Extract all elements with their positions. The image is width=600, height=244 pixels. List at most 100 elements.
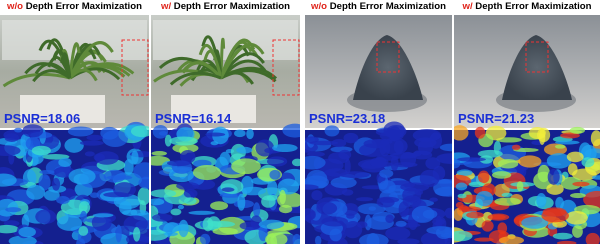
psnr-label: PSNR=23.18 — [309, 111, 385, 126]
map-blob — [539, 129, 545, 145]
map-blob — [449, 231, 473, 242]
map-blob — [5, 207, 21, 212]
map-blob — [385, 214, 394, 223]
map-blob — [267, 180, 277, 197]
map-blob — [210, 201, 228, 210]
map-blob — [255, 140, 274, 157]
map-blob — [412, 206, 435, 223]
map-blob — [311, 190, 322, 200]
map-blob — [445, 208, 455, 219]
map-blob — [456, 183, 467, 191]
map-blob — [253, 202, 260, 217]
map-blob — [170, 208, 181, 215]
map-blob — [555, 140, 580, 144]
map-blob — [456, 202, 464, 208]
map-blob — [138, 187, 151, 205]
map-blob — [150, 189, 176, 197]
map-blob — [211, 141, 219, 145]
map-blob — [56, 196, 70, 204]
map-blob — [426, 226, 455, 234]
map-blob — [368, 206, 376, 210]
map-blob — [279, 190, 286, 204]
map-blob — [169, 136, 198, 145]
map-blob — [357, 221, 368, 228]
map-blob — [236, 147, 252, 154]
map-blob — [272, 144, 298, 152]
map-blob — [116, 225, 122, 243]
header-prefix: w/o — [6, 1, 23, 12]
map-blob — [399, 201, 409, 217]
map-blob — [396, 221, 407, 227]
map-blob — [167, 160, 191, 166]
map-blob — [131, 125, 153, 137]
map-blob — [328, 152, 349, 164]
map-blob — [205, 132, 225, 136]
map-blob — [246, 129, 254, 139]
map-blob — [107, 175, 133, 180]
map-blob — [78, 226, 88, 236]
panel-header: w/o Depth Error Maximization — [6, 1, 142, 12]
header-text: Depth Error Maximization — [330, 1, 446, 12]
map-blob — [572, 182, 589, 187]
psnr-label: PSNR=18.06 — [4, 111, 80, 126]
map-blob — [391, 156, 399, 171]
map-blob — [148, 198, 164, 205]
map-blob — [85, 151, 95, 156]
map-blob — [346, 213, 355, 218]
map-blob — [385, 227, 410, 240]
map-blob — [325, 125, 340, 136]
map-blob — [402, 187, 421, 202]
map-blob — [22, 124, 43, 137]
map-blob — [93, 213, 114, 217]
map-blob — [342, 189, 354, 195]
map-blob — [316, 202, 337, 215]
header-text: Depth Error Maximization — [26, 1, 142, 12]
map-blob — [567, 152, 584, 163]
map-blob — [14, 128, 22, 133]
map-blob — [113, 182, 136, 197]
map-blob — [299, 156, 326, 170]
panel: w/ Depth Error Maximization PSNR=16.14 — [139, 1, 310, 244]
map-blob — [379, 180, 396, 193]
header-prefix: w/ — [160, 1, 171, 12]
panel: w/o Depth Error Maximization PSNR=18.06 — [0, 1, 159, 244]
map-blob — [80, 140, 104, 145]
map-blob — [32, 146, 51, 156]
map-blob — [429, 197, 438, 202]
map-blob — [269, 170, 280, 180]
map-blob — [64, 138, 83, 153]
map-blob — [301, 208, 315, 220]
error-map — [442, 125, 600, 244]
map-blob — [119, 201, 132, 214]
map-blob — [176, 182, 199, 190]
map-blob — [267, 156, 287, 166]
psnr-label: PSNR=16.14 — [155, 111, 232, 126]
map-blob — [340, 171, 370, 178]
map-blob — [572, 225, 583, 238]
map-blob — [213, 228, 238, 235]
map-blob — [321, 217, 348, 227]
map-blob — [237, 194, 245, 211]
map-blob — [492, 171, 511, 179]
map-blob — [133, 227, 140, 242]
map-blob — [413, 129, 441, 142]
map-blob — [370, 162, 393, 167]
map-blob — [412, 151, 433, 160]
error-map — [294, 121, 464, 244]
panel: w/o Depth Error Maximization PSNR=23.18 — [294, 1, 464, 244]
map-blob — [193, 165, 221, 180]
map-blob — [432, 218, 445, 225]
map-blob — [581, 157, 594, 167]
header-prefix: w/o — [310, 1, 327, 12]
map-blob — [555, 145, 566, 149]
map-blob — [379, 169, 393, 178]
map-blob — [570, 127, 585, 134]
map-blob — [203, 217, 214, 231]
page: w/o Depth Error MaximizationPSNR=18.06w/… — [0, 0, 600, 244]
header-prefix: w/ — [461, 1, 472, 12]
map-blob — [164, 232, 178, 236]
map-blob — [90, 192, 99, 198]
map-blob — [69, 168, 96, 184]
header-text: Depth Error Maximization — [174, 1, 290, 12]
map-blob — [18, 227, 36, 237]
